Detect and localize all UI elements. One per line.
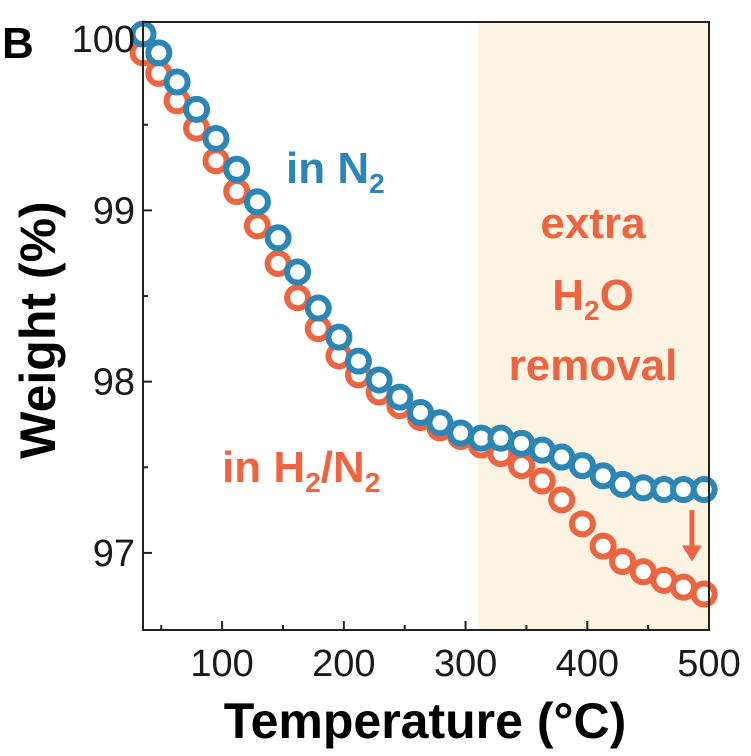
h2n2-label-prefix: in H xyxy=(222,443,305,492)
tick-labels: 100 200 300 400 500 97 98 99 100 xyxy=(72,19,741,685)
n2-point xyxy=(202,124,230,152)
h2n2-point xyxy=(690,580,718,608)
x-tick-label: 300 xyxy=(434,643,497,685)
h2n2-point xyxy=(508,452,536,480)
n2-label-sub: 2 xyxy=(369,168,385,199)
extra-label-line1: extra xyxy=(540,199,646,248)
n2-point xyxy=(447,419,475,447)
x-tick-label: 200 xyxy=(312,643,375,685)
x-tick-label: 100 xyxy=(190,643,253,685)
h2n2-point xyxy=(568,510,596,538)
extra-sub: 2 xyxy=(584,295,600,326)
n2-point xyxy=(325,323,353,351)
n2-point xyxy=(223,155,251,183)
h2n2-point xyxy=(528,467,556,495)
n2-point xyxy=(284,258,312,286)
h2n2-label-sub2: 2 xyxy=(365,467,381,498)
down-arrow-icon xyxy=(681,510,702,562)
n2-point xyxy=(163,68,191,96)
plot-frame xyxy=(142,21,710,631)
h2n2-point xyxy=(243,212,271,240)
n2-series-label: in N2 xyxy=(286,144,385,199)
n2-point xyxy=(568,452,596,480)
n2-point xyxy=(690,476,718,504)
h2n2-point xyxy=(589,532,617,560)
arrow-head xyxy=(681,545,702,562)
extra-o: O xyxy=(600,271,634,320)
extra-label-line3: removal xyxy=(509,341,678,390)
y-tick-label: 99 xyxy=(93,190,135,232)
n2-point xyxy=(609,470,637,498)
n2-point xyxy=(386,383,414,411)
h2n2-point xyxy=(548,486,576,514)
n2-point xyxy=(487,424,515,452)
h2n2-point xyxy=(284,284,312,312)
y-tick-label: 100 xyxy=(72,19,135,61)
n2-point xyxy=(183,95,211,123)
n2-point xyxy=(243,188,271,216)
n2-point xyxy=(407,398,435,426)
n2-point xyxy=(344,347,372,375)
h2n2-label-mid: /N xyxy=(321,443,365,492)
n2-point xyxy=(145,39,173,67)
extra-label-line2: H2O xyxy=(552,271,634,326)
x-tick-label: 500 xyxy=(677,643,740,685)
h2n2-point xyxy=(223,178,251,206)
n2-point xyxy=(426,409,454,437)
x-axis-title: Temperature (°C) xyxy=(224,693,626,749)
n2-label-prefix: in N xyxy=(286,144,369,193)
h2n2-label-sub1: 2 xyxy=(305,467,321,498)
y-axis-title: Weight (%) xyxy=(10,201,66,458)
x-tick-label: 400 xyxy=(556,643,619,685)
y-tick-label: 98 xyxy=(93,362,135,404)
n2-point xyxy=(304,294,332,322)
n2-point xyxy=(365,366,393,394)
panel-letter: B xyxy=(2,19,34,68)
extra-h: H xyxy=(552,271,584,320)
h2n2-series-label: in H2/N2 xyxy=(222,443,380,498)
h2n2-point xyxy=(609,547,637,575)
y-tick-label: 97 xyxy=(93,533,135,575)
series-n2 xyxy=(129,20,718,504)
n2-point xyxy=(264,224,292,252)
